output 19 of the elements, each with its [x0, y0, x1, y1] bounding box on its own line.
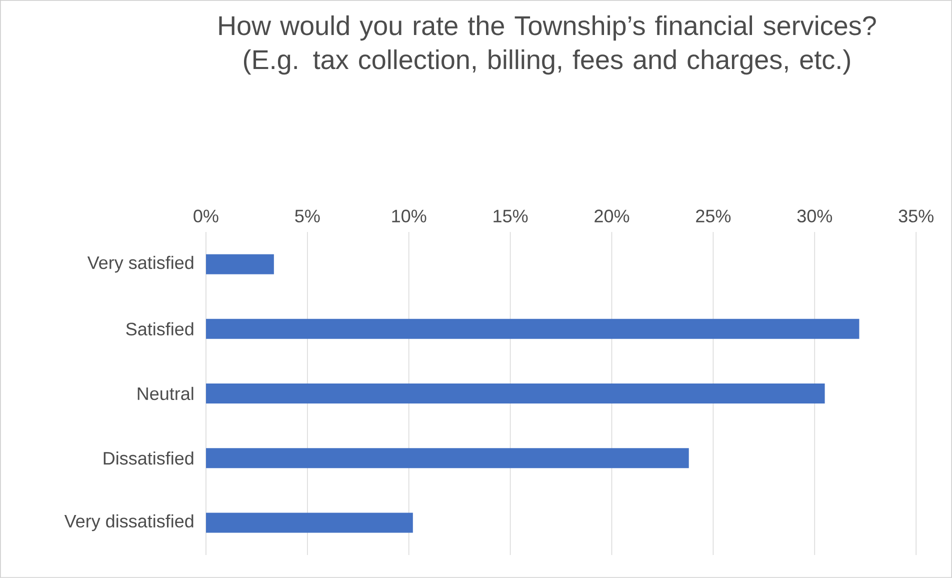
x-tick-label: 0% [194, 210, 218, 222]
y-tick-label: Very satisfied [87, 256, 194, 273]
y-tick-label: Dissatisfied [104, 452, 194, 465]
y-tick-label: Neutral [138, 386, 194, 400]
y-tick-label: Very dissatisfied [64, 514, 194, 532]
x-tick-label: 20% [594, 210, 630, 222]
bar [206, 512, 413, 533]
chart-title: How would you rate the Township’s financial services? (E.g. tax collection, billing, fees and charges, etc.) [219, 15, 876, 75]
bar [206, 318, 860, 339]
x-tick-label: 25% [696, 210, 731, 222]
x-tick-label: 15% [494, 210, 528, 222]
x-tick-label: 10% [392, 210, 426, 222]
x-tick-label: 35% [898, 210, 934, 222]
x-tick-label: 30% [797, 210, 832, 222]
bar [206, 254, 274, 274]
y-tick-label: Satisfied [126, 322, 194, 336]
bar [206, 384, 825, 404]
bar [206, 448, 689, 468]
x-tick-label: 5% [295, 210, 320, 222]
